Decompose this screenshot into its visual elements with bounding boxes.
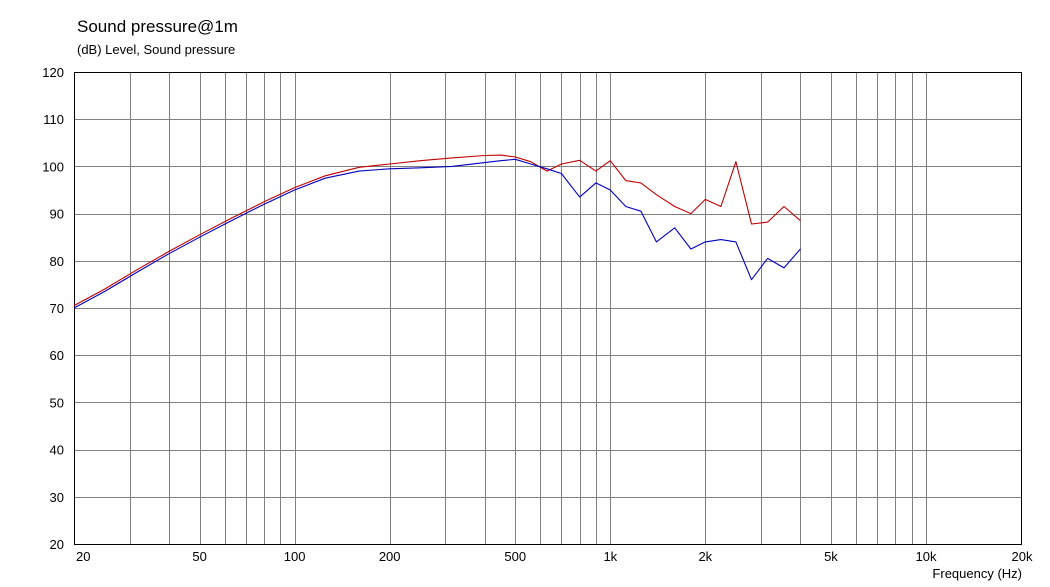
y-tick-label: 20: [50, 537, 64, 552]
y-tick-label: 60: [50, 348, 64, 363]
x-tick-label: 10k: [915, 549, 936, 564]
series-line-2: [73, 158, 801, 309]
x-tick-label: 100: [284, 549, 306, 564]
y-tick-label: 40: [50, 443, 64, 458]
grid: [74, 72, 1022, 545]
x-tick-label: 50: [192, 549, 206, 564]
y-tick-label: 120: [42, 65, 64, 80]
x-tick-label: 5k: [824, 549, 838, 564]
x-tick-label: 20: [76, 549, 90, 564]
series-lines: [73, 154, 801, 309]
plot-frame: [74, 72, 1022, 545]
y-tick-label: 30: [50, 490, 64, 505]
y-tick-label: 50: [50, 395, 64, 410]
x-tick-label: 200: [379, 549, 401, 564]
series-line-1: [73, 154, 801, 307]
y-tick-label: 80: [50, 254, 64, 269]
chart-title: Sound pressure@1m: [77, 17, 238, 36]
y-tick-label: 110: [43, 112, 64, 127]
x-tick-label: 1k: [603, 549, 617, 564]
y-tick-labels: 20 30 40 50 60 70 80 90 100 110 120: [42, 65, 64, 552]
x-tick-label: 20k: [1012, 549, 1033, 564]
x-tick-label: 500: [504, 549, 526, 564]
y-axis-label: (dB) Level, Sound pressure: [77, 42, 236, 57]
x-tick-label: 2k: [698, 549, 712, 564]
y-tick-label: 100: [42, 159, 64, 174]
x-axis-label: Frequency (Hz): [932, 566, 1022, 581]
x-tick-labels: 20 50 100 200 500 1k 2k 5k 10k 20k: [76, 549, 1033, 564]
y-tick-label: 90: [50, 207, 64, 222]
y-tick-label: 70: [50, 301, 64, 316]
